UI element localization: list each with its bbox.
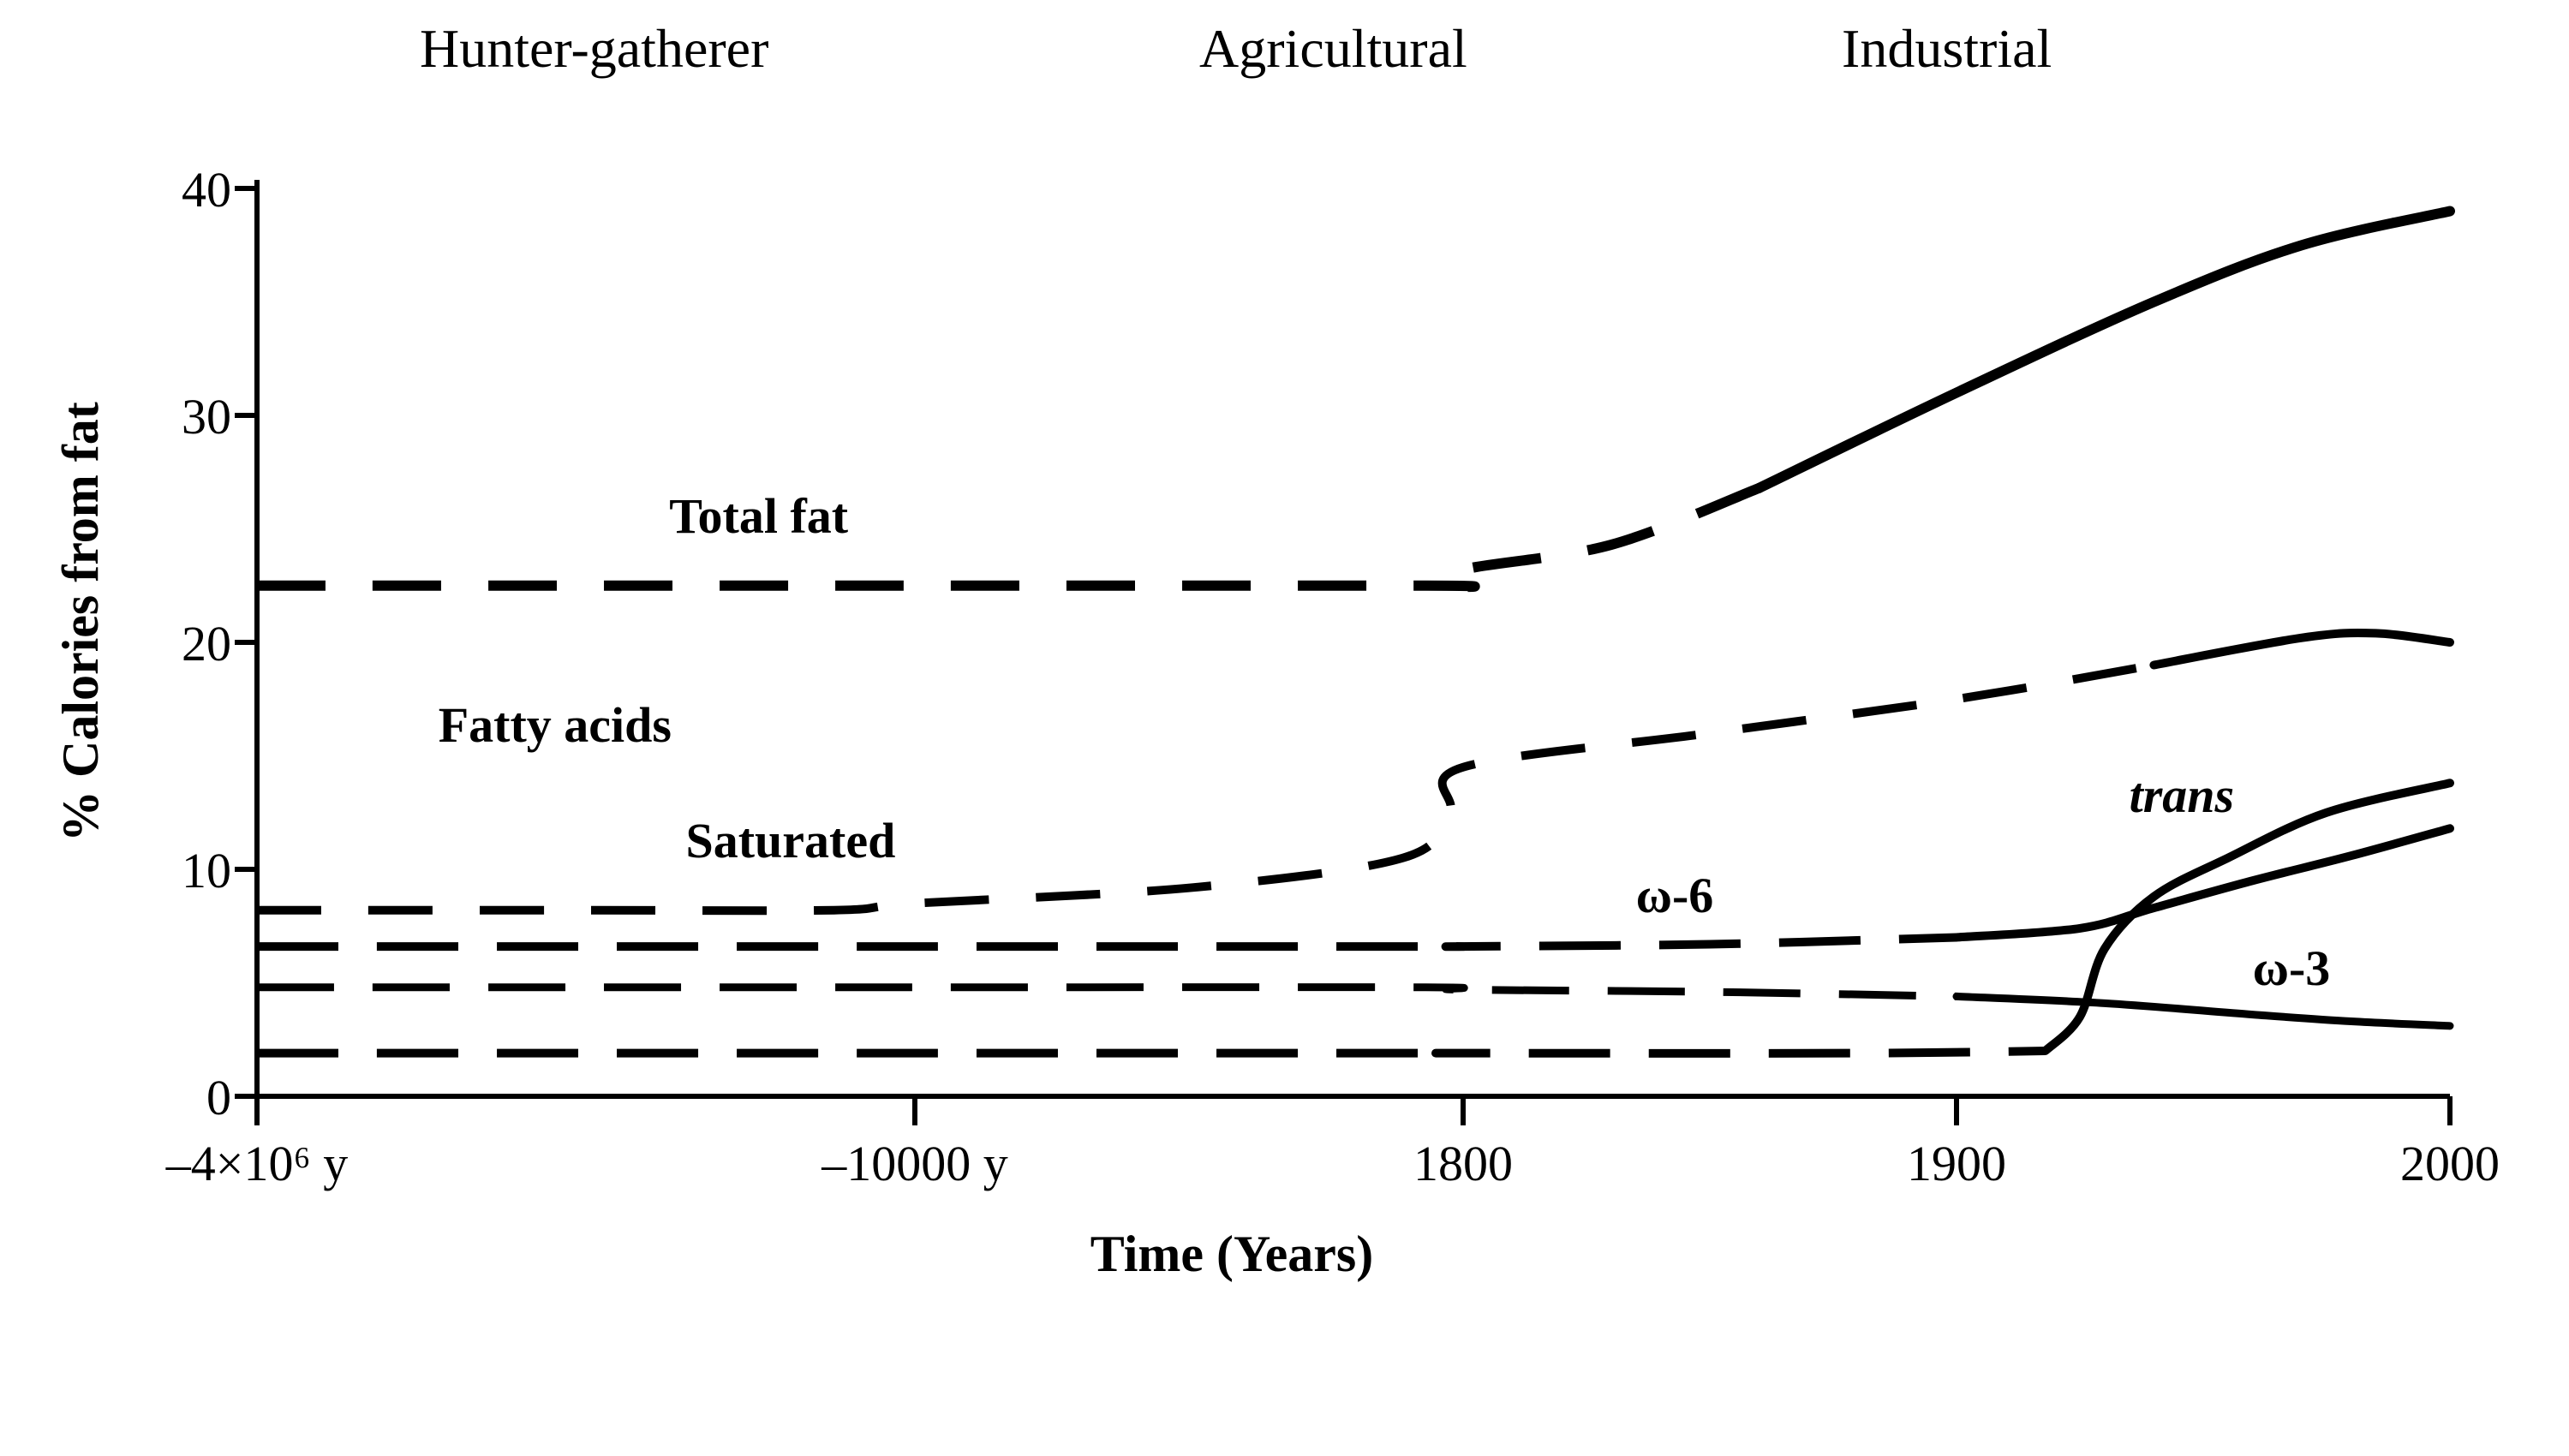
chart-svg [0,0,2569,1456]
series-total-fat-solid [1759,212,2450,488]
series-saturated-dashed [257,665,2154,911]
series-trans-dashed [257,1051,2046,1053]
series-omega-3-solid [1957,996,2450,1025]
series-omega-3-dashed [257,988,1957,997]
series-saturated-solid [2154,633,2450,665]
series-omega-6-dashed [257,938,1957,947]
series-total-fat-dashed [257,488,1759,587]
chart-stage: { "chart": { "type": "line", "background… [0,0,2569,1456]
series-omega-6-solid [1957,828,2450,937]
